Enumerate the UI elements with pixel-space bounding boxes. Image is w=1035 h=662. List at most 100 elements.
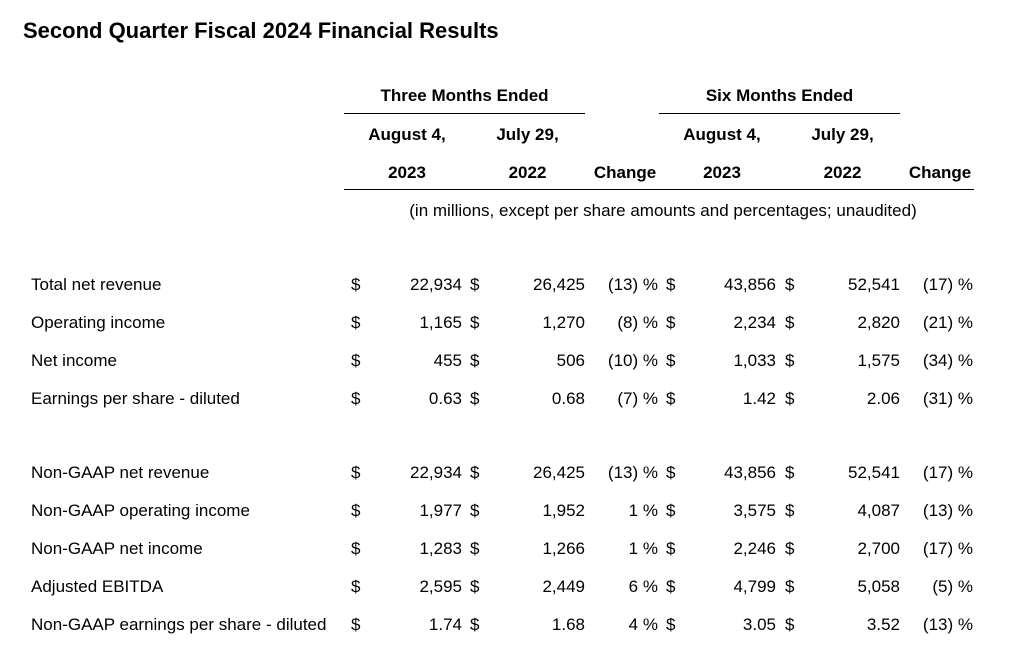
change-value: (13) [922,501,954,520]
currency-symbol: $ [785,501,795,520]
percent-symbol: % [957,389,973,408]
change-q: (8) % [0,310,658,336]
change-value: (17) [922,275,954,294]
value-h-2022: 2.06 [866,389,900,408]
change-value: 1 [628,501,639,520]
change-h: (31) % [0,386,973,412]
percent-symbol: % [957,501,973,520]
change-value: (13) [607,275,639,294]
row-label: Operating income [31,313,166,332]
value-q-2023: 22,934 [410,275,462,294]
currency-symbol: $ [351,313,361,332]
table-row: Non-GAAP net revenue $22,934 $26,425 (13) %… [0,460,1035,486]
header-six-months: Six Months Ended [705,86,854,105]
row-label: Earnings per share - diluted [31,389,240,408]
currency-symbol: $ [470,463,480,482]
currency-symbol: $ [470,351,480,370]
value-q-2023: 22,934 [410,463,462,482]
value-h-2023: 3.05 [742,615,776,634]
currency-symbol: $ [666,501,676,520]
row-label: Adjusted EBITDA [31,577,164,596]
header-q-change: Change [593,163,657,182]
currency-symbol: $ [351,351,361,370]
change-value: (8) [617,313,639,332]
row-label: Total net revenue [31,275,162,294]
table-row: Net income $455 $506 (10) % $1,033 $1,575 (34)… [0,348,1035,374]
value-h-2023: 2,246 [733,539,776,558]
table-row: Total net revenue $22,934 $26,425 (13) % $43… [0,272,1035,298]
percent-symbol: % [957,463,973,482]
change-value: 4 [628,615,639,634]
value-q-2022: 0.68 [551,389,585,408]
change-q: 1 % [0,498,658,524]
percent-symbol: % [957,313,973,332]
currency-symbol: $ [666,351,676,370]
row-label: Non-GAAP net revenue [31,463,210,482]
value-h-2023: 4,799 [733,577,776,596]
change-value: (34) [922,351,954,370]
currency-symbol: $ [470,275,480,294]
currency-symbol: $ [785,313,795,332]
header-q-year-2023: 2023 [388,163,426,182]
change-h: (13) % [0,498,973,524]
value-q-2023: 1,283 [419,539,462,558]
value-q-2022: 1,952 [542,501,585,520]
currency-symbol: $ [785,275,795,294]
change-value: (10) [607,351,639,370]
table-row: Non-GAAP net income $1,283 $1,266 1 % $2,246… [0,536,1035,562]
change-value: (21) [922,313,954,332]
percent-symbol: % [957,577,973,596]
table-row: Non-GAAP operating income $1,977 $1,952 1 %… [0,498,1035,524]
change-q: (13) % [0,460,658,486]
currency-symbol: $ [785,615,795,634]
change-h: (17) % [0,272,973,298]
header-rule-bottom [344,189,974,190]
currency-symbol: $ [666,539,676,558]
change-q: 6 % [0,574,658,600]
value-h-2022: 2,700 [857,539,900,558]
header-h-date-2023: August 4, [683,125,761,144]
row-label: Net income [31,351,117,370]
table-row: Adjusted EBITDA $2,595 $2,449 6 % $4,799 $5,0… [0,574,1035,600]
value-q-2023: 455 [433,351,462,370]
change-h: (21) % [0,310,973,336]
currency-symbol: $ [351,275,361,294]
percent-symbol: % [642,615,658,634]
change-value: (7) [617,389,639,408]
percent-symbol: % [957,539,973,558]
currency-symbol: $ [785,539,795,558]
value-q-2022: 506 [556,351,585,370]
value-h-2022: 52,541 [848,463,900,482]
value-q-2022: 2,449 [542,577,585,596]
change-q: (10) % [0,348,658,374]
percent-symbol: % [957,275,973,294]
percent-symbol: % [957,351,973,370]
change-value: (31) [922,389,954,408]
currency-symbol: $ [351,615,361,634]
percent-symbol: % [642,351,658,370]
percent-symbol: % [642,313,658,332]
value-h-2023: 43,856 [724,275,776,294]
currency-symbol: $ [351,463,361,482]
value-q-2022: 1,270 [542,313,585,332]
value-h-2023: 3,575 [733,501,776,520]
currency-symbol: $ [351,577,361,596]
percent-symbol: % [642,389,658,408]
value-q-2023: 1,977 [419,501,462,520]
change-h: (34) % [0,348,973,374]
value-h-2023: 2,234 [733,313,776,332]
header-q-year-2022: 2022 [508,163,547,182]
percent-symbol: % [642,539,658,558]
percent-symbol: % [642,501,658,520]
percent-symbol: % [642,463,658,482]
header-q-date-2022: July 29, [496,125,559,144]
currency-symbol: $ [666,463,676,482]
change-q: (7) % [0,386,658,412]
value-q-2023: 2,595 [419,577,462,596]
row-label: Non-GAAP earnings per share - diluted [31,615,327,634]
header-h-year-2023: 2023 [703,163,741,182]
change-h: (13) % [0,612,973,638]
table-row: Earnings per share - diluted $0.63 $0.68 (7… [0,386,1035,412]
change-q: (13) % [0,272,658,298]
table-row: Operating income $1,165 $1,270 (8) % $2,234 $… [0,310,1035,336]
